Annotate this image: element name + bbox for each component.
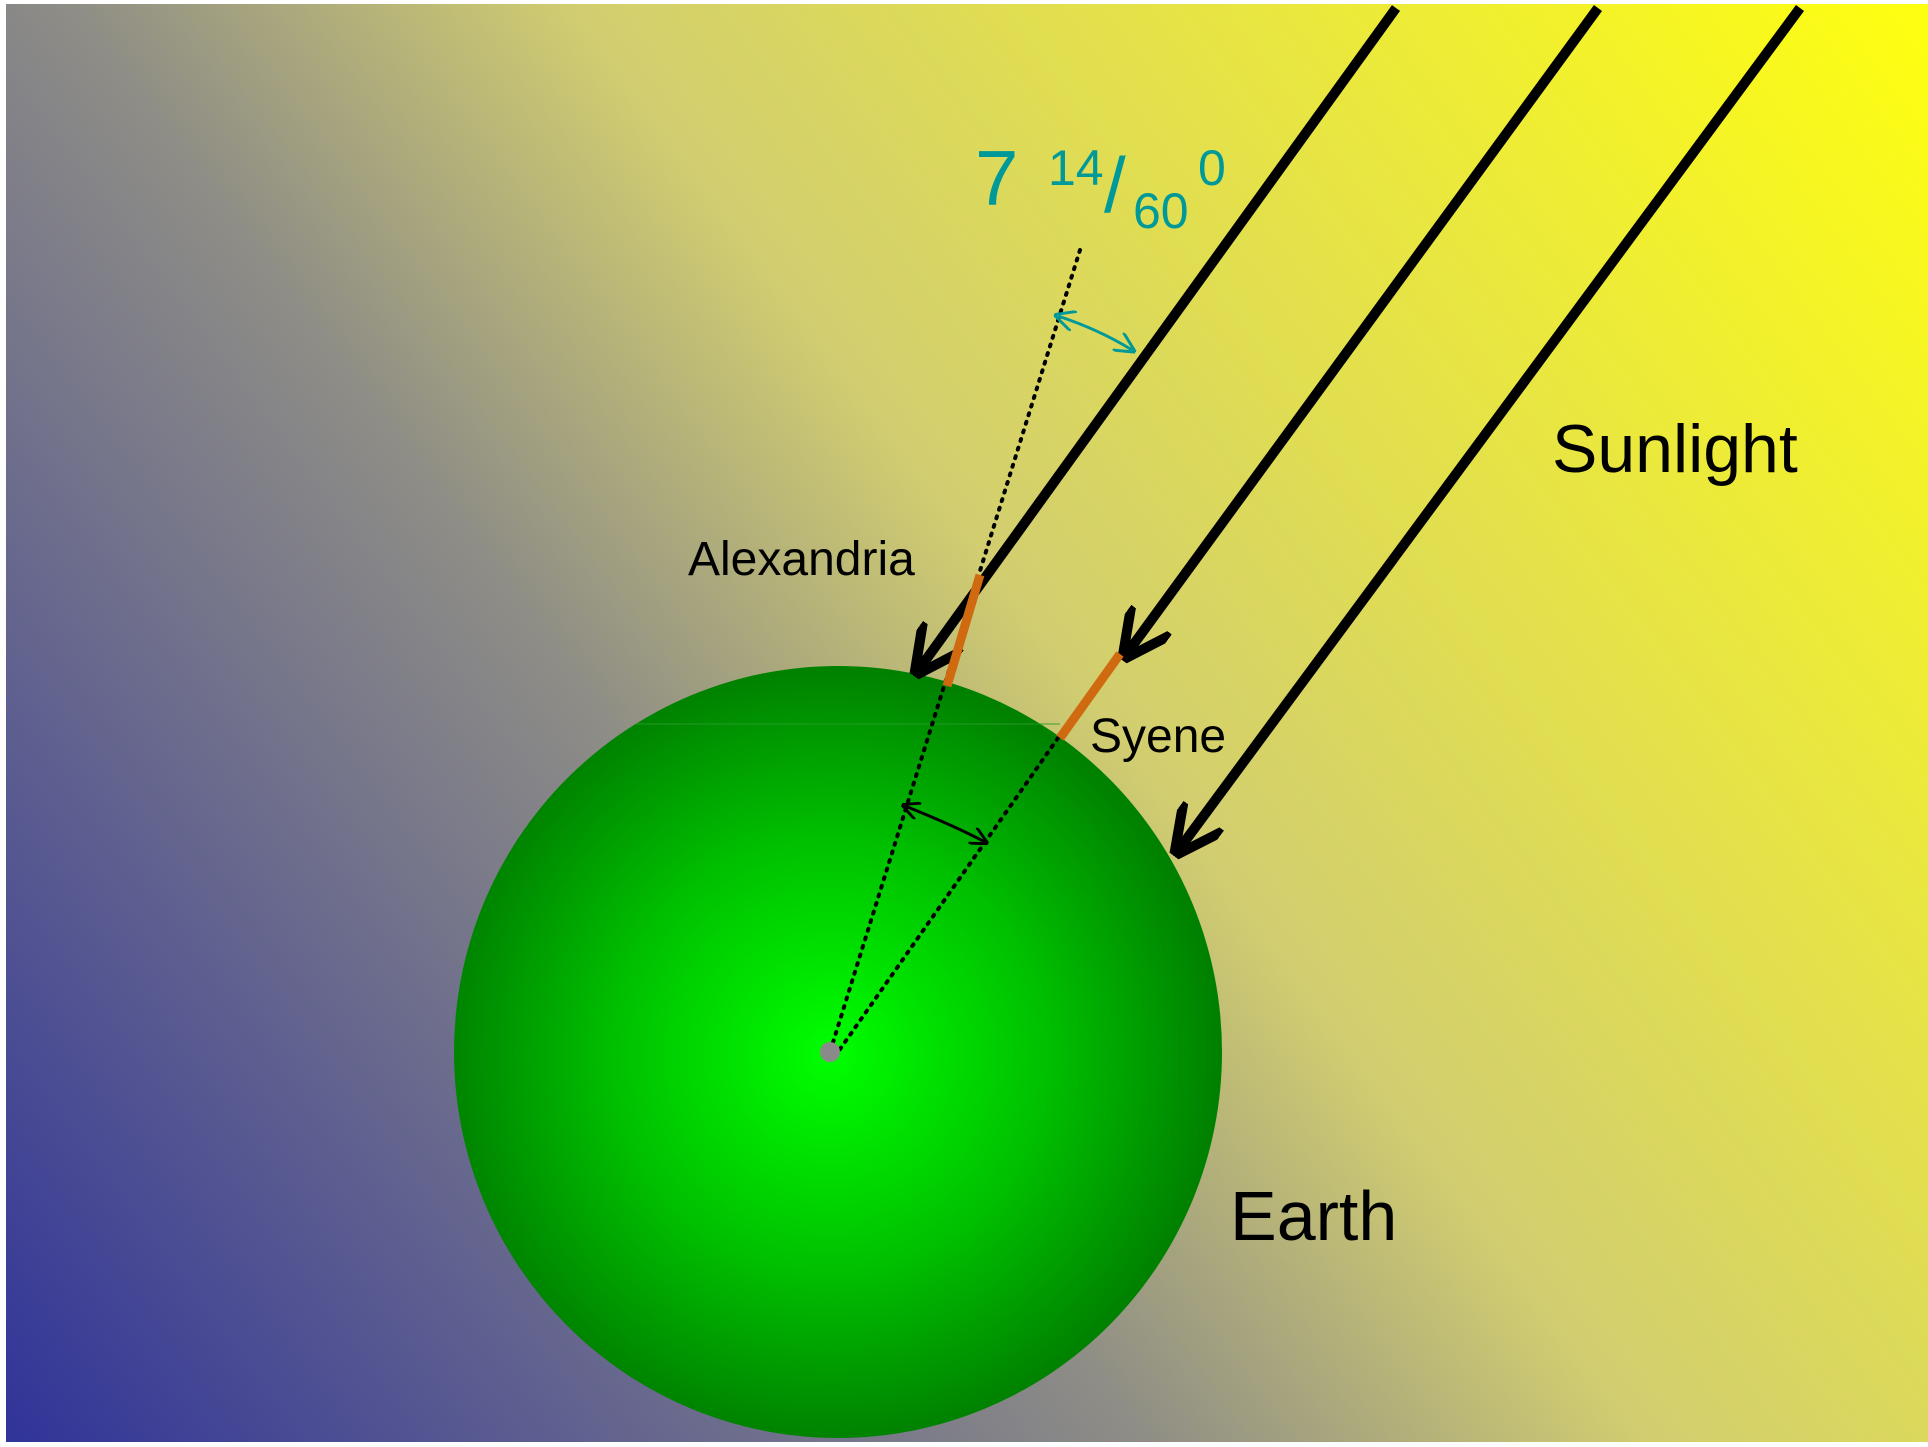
sun-ray-alexandria bbox=[920, 5, 1401, 668]
sun-ray-syene bbox=[1128, 5, 1603, 652]
angle-slash: / bbox=[1104, 141, 1126, 229]
alexandria-label: Alexandria bbox=[688, 533, 915, 586]
angle-numerator: 14 bbox=[1048, 140, 1104, 196]
sun-ray-outer bbox=[1180, 5, 1805, 848]
sun-angle-arc bbox=[1058, 316, 1132, 350]
sunlight-label: Sunlight bbox=[1552, 411, 1798, 487]
syene-label: Syene bbox=[1090, 710, 1226, 763]
syene-gnomon bbox=[1056, 651, 1124, 741]
earth-label: Earth bbox=[1230, 1177, 1397, 1255]
earth-center-point bbox=[820, 1042, 840, 1062]
angle-label: 7 14 / 60 0 bbox=[975, 134, 1226, 239]
alexandria-radius-dotted bbox=[828, 248, 1082, 1054]
angle-degree: 0 bbox=[1198, 140, 1226, 196]
center-angle-arc bbox=[905, 806, 985, 842]
angle-whole: 7 bbox=[975, 134, 1018, 222]
syene-radius-dotted bbox=[836, 736, 1060, 1054]
alexandria-gnomon bbox=[942, 573, 985, 688]
angle-denominator: 60 bbox=[1133, 183, 1189, 239]
